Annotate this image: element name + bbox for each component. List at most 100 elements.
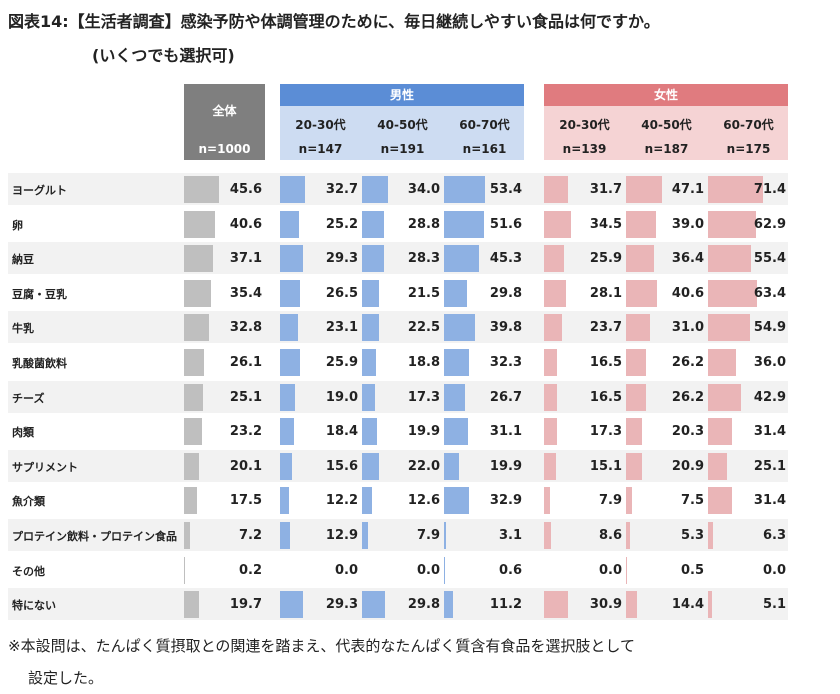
value-label-m6070: 31.1 [489,424,522,439]
bar-f4050 [626,384,647,411]
category-label: 乳酸菌飲料 [12,357,67,370]
bar-f6070 [708,418,733,445]
value-label-m2030: 12.2 [325,493,358,508]
column-age-f4050: 40-50代 [641,118,692,132]
header-male: 男性 [280,84,524,106]
value-label-f2030: 15.1 [589,459,622,474]
bar-m2030 [280,522,290,549]
bar-f4050 [626,591,638,618]
bar-f2030 [544,418,558,445]
column-age-m6070: 60-70代 [459,118,510,132]
value-label-f4050: 26.2 [671,390,704,405]
value-label-m2030: 19.0 [325,390,358,405]
bar-f2030 [544,522,551,549]
table-row: 牛乳 32.8 23.1 22.5 39.8 23.7 31.0 54.9 [8,311,788,343]
value-label-m6070: 29.8 [489,286,522,301]
chart-subtitle: (いくつでも選択可) [92,46,235,65]
bar-all [184,314,210,341]
value-label-m2030: 29.3 [325,597,358,612]
value-label-m4050: 7.9 [416,528,440,543]
value-label-f2030: 31.7 [589,182,622,197]
header-female: 女性 [544,84,788,106]
value-label-m2030: 32.7 [325,182,358,197]
bar-all [184,349,205,376]
bar-m6070 [444,384,465,411]
table-row: 納豆 37.1 29.3 28.3 45.3 25.9 36.4 55.4 [8,242,788,274]
bar-f6070 [708,384,742,411]
bar-m4050 [362,384,376,411]
value-label-all: 32.8 [229,320,262,335]
column-age-m2030: 20-30代 [295,118,346,132]
column-n-f6070: n=175 [726,142,771,156]
bar-f4050 [626,314,650,341]
bar-all [184,557,185,584]
value-label-m6070: 53.4 [489,182,522,197]
value-label-m6070: 11.2 [489,597,522,612]
value-label-all: 35.4 [229,286,262,301]
bar-m2030 [280,453,292,480]
bar-f4050 [626,522,631,549]
footnote-line-1: ※本設問は、たんぱく質摂取との関連を踏まえ、代表的なたんぱく質含有食品を選択肢と… [8,637,635,655]
value-label-f2030: 16.5 [589,390,622,405]
value-label-f6070: 63.4 [753,286,786,301]
value-label-f4050: 5.3 [680,528,704,543]
bar-f4050 [626,349,647,376]
value-label-m4050: 22.5 [407,320,440,335]
value-label-f2030: 8.6 [598,528,622,543]
bar-f6070 [708,453,728,480]
value-label-m2030: 29.3 [325,251,358,266]
value-label-m4050: 28.8 [407,217,440,232]
value-label-m6070: 32.3 [489,355,522,370]
value-label-f6070: 31.4 [753,493,786,508]
bar-f4050 [626,487,632,514]
bar-f6070 [708,280,757,307]
bar-m4050 [362,176,389,203]
bar-f6070 [708,591,712,618]
bar-m4050 [362,591,385,618]
value-label-f2030: 28.1 [589,286,622,301]
header-male-sub [280,106,524,160]
bar-m2030 [280,418,295,445]
bar-f2030 [544,245,564,272]
bar-m2030 [280,280,301,307]
bar-m6070 [444,211,484,238]
bar-f6070 [708,349,736,376]
value-label-m4050: 17.3 [407,390,440,405]
column-age-m4050: 40-50代 [377,118,428,132]
value-label-m6070: 0.6 [498,563,522,578]
value-label-f4050: 7.5 [680,493,704,508]
bar-m4050 [362,487,372,514]
bar-m4050 [362,453,379,480]
value-label-all: 40.6 [229,217,262,232]
bar-all [184,453,200,480]
bar-m2030 [280,245,303,272]
value-label-f4050: 36.4 [671,251,704,266]
value-label-f6070: 5.1 [762,597,786,612]
value-label-all: 23.2 [229,424,262,439]
bar-m6070 [444,522,447,549]
bar-all [184,211,216,238]
bar-f2030 [544,487,551,514]
value-label-m2030: 0.0 [334,563,358,578]
bar-f2030 [544,453,556,480]
value-label-f4050: 26.2 [671,355,704,370]
table-row: その他 0.2 0.0 0.0 0.6 0.0 0.5 0.0 [8,554,788,586]
category-label: 特にない [12,599,56,612]
bar-all [184,487,198,514]
bar-m2030 [280,487,290,514]
bar-f4050 [626,176,663,203]
bar-f2030 [544,176,569,203]
category-label: ヨーグルト [12,184,67,197]
value-label-m6070: 32.9 [489,493,522,508]
bar-f6070 [708,314,751,341]
bar-f6070 [708,487,733,514]
value-label-m6070: 45.3 [489,251,522,266]
value-label-m2030: 25.2 [325,217,358,232]
header-female-sub [544,106,788,160]
bar-f4050 [626,418,642,445]
bar-m2030 [280,591,303,618]
table-row: ヨーグルト 45.6 32.7 34.0 53.4 31.7 47.1 71.4 [8,173,788,205]
bar-f4050 [626,245,655,272]
bar-m6070 [444,418,468,445]
header-all-label: 全体 [212,104,237,118]
